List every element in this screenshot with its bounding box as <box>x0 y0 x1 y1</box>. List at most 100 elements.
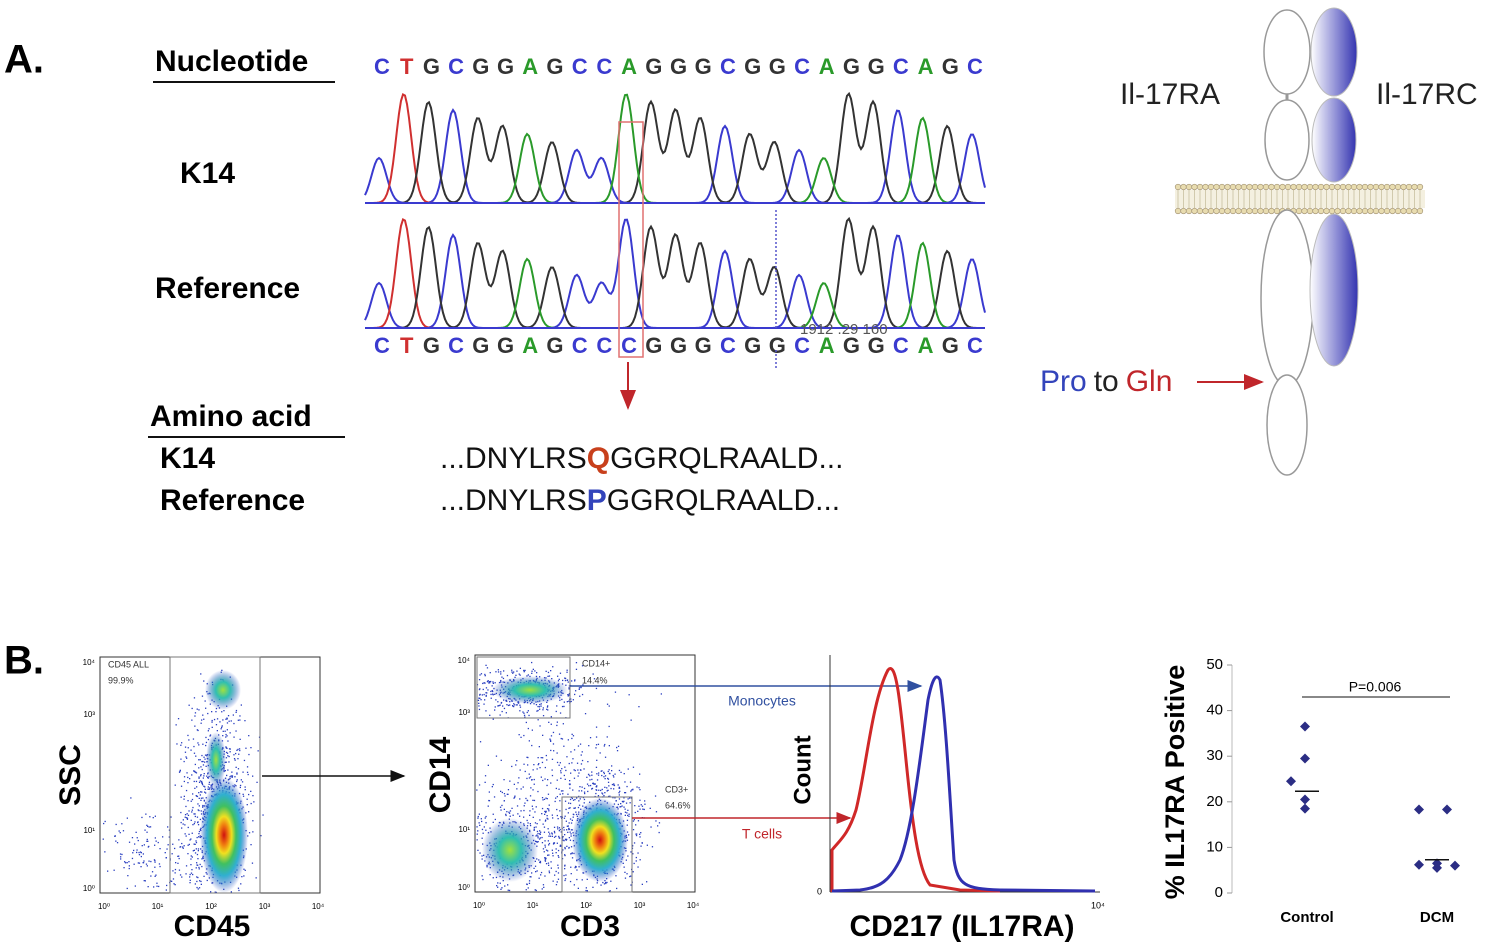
sequence-reference: CTGCGGAGCCCGGGCGGCAGGCAGC <box>374 333 983 358</box>
event <box>199 805 200 806</box>
event <box>150 861 151 862</box>
event <box>159 848 160 849</box>
event <box>195 764 196 765</box>
event <box>202 696 203 697</box>
lipid-head <box>1417 208 1423 214</box>
event <box>523 764 524 765</box>
lipid-head <box>1406 208 1412 214</box>
event <box>588 745 589 746</box>
event <box>626 873 627 874</box>
event <box>208 730 209 731</box>
event <box>120 858 121 859</box>
event <box>559 765 560 766</box>
event <box>578 807 579 808</box>
event <box>503 678 504 679</box>
event <box>189 844 190 845</box>
event <box>478 703 479 704</box>
event <box>548 840 549 841</box>
event <box>548 836 549 837</box>
event <box>183 848 184 849</box>
event <box>634 863 635 864</box>
y-tick-label: 0 <box>1215 884 1223 901</box>
base: A <box>522 333 538 358</box>
event <box>620 772 621 773</box>
event <box>569 763 570 764</box>
event <box>194 697 195 698</box>
event <box>626 803 627 804</box>
event <box>600 790 601 791</box>
y-tick-label: 10 <box>1206 838 1223 855</box>
event <box>188 739 189 740</box>
event <box>650 808 651 809</box>
event <box>227 753 228 754</box>
base: G <box>423 54 440 79</box>
event <box>520 737 521 738</box>
event <box>544 857 545 858</box>
event <box>516 760 517 761</box>
event <box>477 830 478 831</box>
event <box>479 679 480 680</box>
event <box>500 673 501 674</box>
event <box>191 869 192 870</box>
event <box>552 817 553 818</box>
event <box>136 832 137 833</box>
event <box>149 826 150 827</box>
event <box>225 734 226 735</box>
event <box>145 814 146 815</box>
event <box>566 829 567 830</box>
event <box>573 735 574 736</box>
event <box>556 809 557 810</box>
event <box>565 874 566 875</box>
event <box>158 886 159 887</box>
event <box>579 790 580 791</box>
event <box>604 883 605 884</box>
lipid-head <box>1258 184 1264 190</box>
event <box>636 786 637 787</box>
lipid-head <box>1230 208 1236 214</box>
event <box>158 842 159 843</box>
event <box>185 747 186 748</box>
event <box>641 804 642 805</box>
event <box>195 816 196 817</box>
event <box>550 836 551 837</box>
lipid-head <box>1219 184 1225 190</box>
event <box>543 887 544 888</box>
event <box>564 775 565 776</box>
trace-label: K14 <box>180 157 235 190</box>
event <box>143 860 144 861</box>
base: G <box>695 333 712 358</box>
event <box>201 781 202 782</box>
event <box>565 816 566 817</box>
event <box>632 789 633 790</box>
event <box>188 834 189 835</box>
event <box>628 834 629 835</box>
event <box>562 706 563 707</box>
event <box>177 863 178 864</box>
event <box>542 780 543 781</box>
base: C <box>596 333 612 358</box>
event <box>538 719 539 720</box>
event <box>553 743 554 744</box>
lipid-head <box>1274 208 1280 214</box>
event <box>589 700 590 701</box>
event <box>245 748 246 749</box>
event <box>227 740 228 741</box>
event <box>605 757 606 758</box>
event <box>635 824 636 825</box>
event <box>524 715 525 716</box>
event <box>256 877 257 878</box>
event <box>203 757 204 758</box>
event <box>504 708 505 709</box>
event <box>624 773 625 774</box>
event <box>229 756 230 757</box>
event <box>226 735 227 736</box>
event <box>496 756 497 757</box>
lipid-head <box>1329 184 1335 190</box>
event <box>571 822 572 823</box>
event <box>203 876 204 877</box>
y-tick-label: 10¹ <box>83 826 95 835</box>
panel-label: B. <box>4 639 44 683</box>
event <box>569 788 570 789</box>
data-point <box>1414 860 1424 870</box>
event <box>564 829 565 830</box>
